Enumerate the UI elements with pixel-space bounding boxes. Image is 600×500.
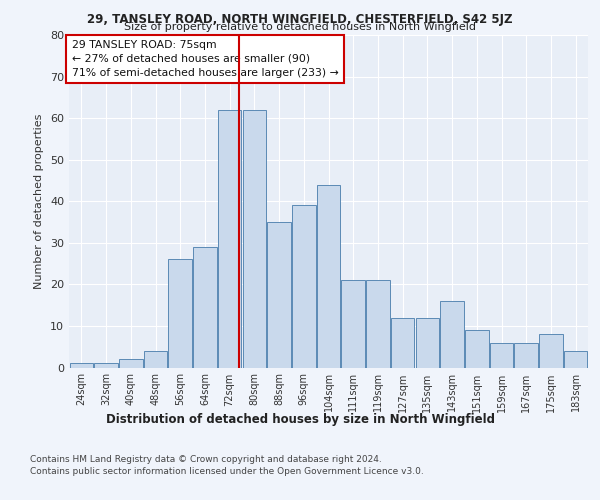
Bar — [119, 359, 143, 368]
Bar — [564, 351, 587, 368]
Text: Distribution of detached houses by size in North Wingfield: Distribution of detached houses by size … — [106, 412, 494, 426]
Bar — [539, 334, 563, 368]
Bar — [94, 364, 118, 368]
Bar — [193, 247, 217, 368]
Text: 29, TANSLEY ROAD, NORTH WINGFIELD, CHESTERFIELD, S42 5JZ: 29, TANSLEY ROAD, NORTH WINGFIELD, CHEST… — [87, 12, 513, 26]
Bar — [514, 342, 538, 367]
Bar — [242, 110, 266, 368]
Y-axis label: Number of detached properties: Number of detached properties — [34, 114, 44, 289]
Bar — [218, 110, 241, 368]
Text: Size of property relative to detached houses in North Wingfield: Size of property relative to detached ho… — [124, 22, 476, 32]
Bar — [440, 301, 464, 368]
Bar — [465, 330, 488, 368]
Bar — [268, 222, 291, 368]
Bar — [490, 342, 513, 367]
Bar — [317, 184, 340, 368]
Bar — [169, 260, 192, 368]
Bar — [70, 364, 93, 368]
Text: Contains HM Land Registry data © Crown copyright and database right 2024.: Contains HM Land Registry data © Crown c… — [30, 455, 382, 464]
Bar — [391, 318, 415, 368]
Text: Contains public sector information licensed under the Open Government Licence v3: Contains public sector information licen… — [30, 468, 424, 476]
Bar — [416, 318, 439, 368]
Bar — [292, 206, 316, 368]
Text: 29 TANSLEY ROAD: 75sqm
← 27% of detached houses are smaller (90)
71% of semi-det: 29 TANSLEY ROAD: 75sqm ← 27% of detached… — [71, 40, 338, 78]
Bar — [341, 280, 365, 368]
Bar — [144, 351, 167, 368]
Bar — [366, 280, 389, 368]
